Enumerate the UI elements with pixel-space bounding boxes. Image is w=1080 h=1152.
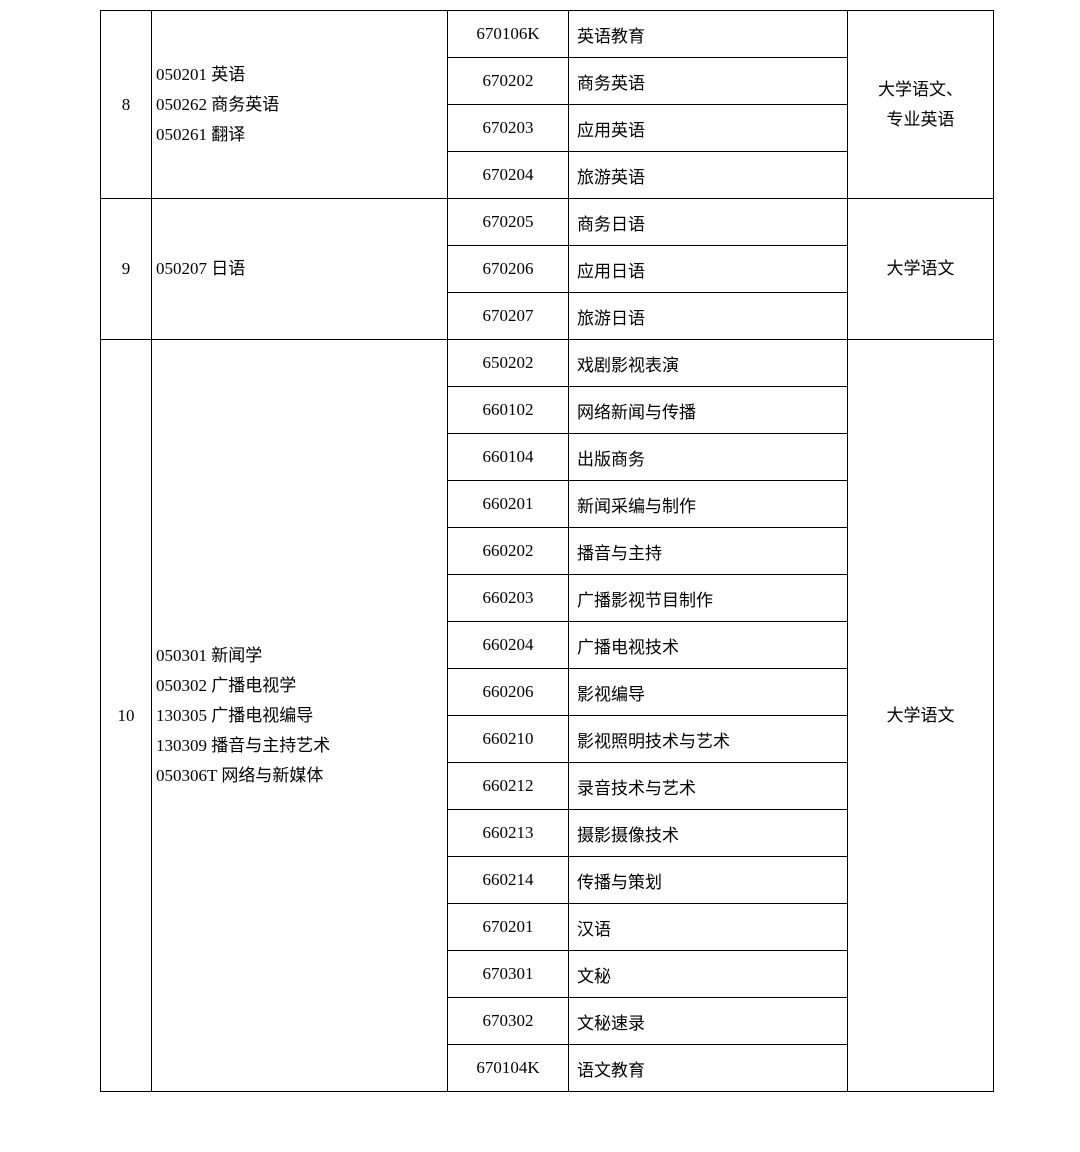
sub-name: 戏剧影视表演 [569, 340, 848, 387]
group-index: 10 [101, 340, 152, 1092]
major-line: 050261 翻译 [156, 120, 443, 150]
group-index: 9 [101, 199, 152, 340]
sub-code: 670207 [448, 293, 569, 340]
major-line: 050262 商务英语 [156, 90, 443, 120]
group-majors: 050207 日语 [152, 199, 448, 340]
sub-name: 影视照明技术与艺术 [569, 716, 848, 763]
major-line: 050201 英语 [156, 60, 443, 90]
group-majors: 050301 新闻学050302 广播电视学130305 广播电视编导13030… [152, 340, 448, 1092]
table-row: 10050301 新闻学050302 广播电视学130305 广播电视编导130… [101, 340, 994, 387]
sub-name: 新闻采编与制作 [569, 481, 848, 528]
sub-name: 英语教育 [569, 11, 848, 58]
sub-code: 670202 [448, 58, 569, 105]
sub-code: 650202 [448, 340, 569, 387]
sub-name: 播音与主持 [569, 528, 848, 575]
sub-code: 670106K [448, 11, 569, 58]
sub-code: 670204 [448, 152, 569, 199]
major-line: 130305 广播电视编导 [156, 701, 443, 731]
sub-code: 660203 [448, 575, 569, 622]
sub-code: 670302 [448, 998, 569, 1045]
group-exam: 大学语文、专业英语 [848, 11, 994, 199]
sub-name: 录音技术与艺术 [569, 763, 848, 810]
sub-code: 660204 [448, 622, 569, 669]
sub-name: 影视编导 [569, 669, 848, 716]
sub-name: 摄影摄像技术 [569, 810, 848, 857]
table-row: 9050207 日语670205商务日语大学语文 [101, 199, 994, 246]
sub-code: 670104K [448, 1045, 569, 1092]
sub-name: 语文教育 [569, 1045, 848, 1092]
majors-table: 8050201 英语050262 商务英语050261 翻译670106K英语教… [100, 10, 994, 1092]
sub-code: 660212 [448, 763, 569, 810]
sub-code: 670201 [448, 904, 569, 951]
group-majors: 050201 英语050262 商务英语050261 翻译 [152, 11, 448, 199]
sub-name: 广播电视技术 [569, 622, 848, 669]
sub-code: 660210 [448, 716, 569, 763]
sub-name: 文秘速录 [569, 998, 848, 1045]
sub-code: 660201 [448, 481, 569, 528]
table-row: 8050201 英语050262 商务英语050261 翻译670106K英语教… [101, 11, 994, 58]
sub-code: 670206 [448, 246, 569, 293]
sub-name: 传播与策划 [569, 857, 848, 904]
group-exam: 大学语文 [848, 199, 994, 340]
sub-name: 文秘 [569, 951, 848, 998]
sub-code: 670203 [448, 105, 569, 152]
sub-name: 应用英语 [569, 105, 848, 152]
sub-name: 旅游日语 [569, 293, 848, 340]
sub-code: 670205 [448, 199, 569, 246]
sub-name: 广播影视节目制作 [569, 575, 848, 622]
major-line: 050302 广播电视学 [156, 671, 443, 701]
sub-code: 660213 [448, 810, 569, 857]
sub-code: 660102 [448, 387, 569, 434]
sub-name: 网络新闻与传播 [569, 387, 848, 434]
major-line: 050301 新闻学 [156, 641, 443, 671]
sub-code: 660214 [448, 857, 569, 904]
sub-name: 应用日语 [569, 246, 848, 293]
major-line: 050306T 网络与新媒体 [156, 761, 443, 791]
sub-name: 商务英语 [569, 58, 848, 105]
group-index: 8 [101, 11, 152, 199]
group-exam: 大学语文 [848, 340, 994, 1092]
major-line: 130309 播音与主持艺术 [156, 731, 443, 761]
sub-code: 660206 [448, 669, 569, 716]
sub-code: 660202 [448, 528, 569, 575]
sub-code: 660104 [448, 434, 569, 481]
major-line: 050207 日语 [156, 254, 443, 284]
sub-name: 出版商务 [569, 434, 848, 481]
sub-name: 旅游英语 [569, 152, 848, 199]
sub-name: 商务日语 [569, 199, 848, 246]
sub-name: 汉语 [569, 904, 848, 951]
page-container: 8050201 英语050262 商务英语050261 翻译670106K英语教… [0, 0, 1080, 1142]
sub-code: 670301 [448, 951, 569, 998]
